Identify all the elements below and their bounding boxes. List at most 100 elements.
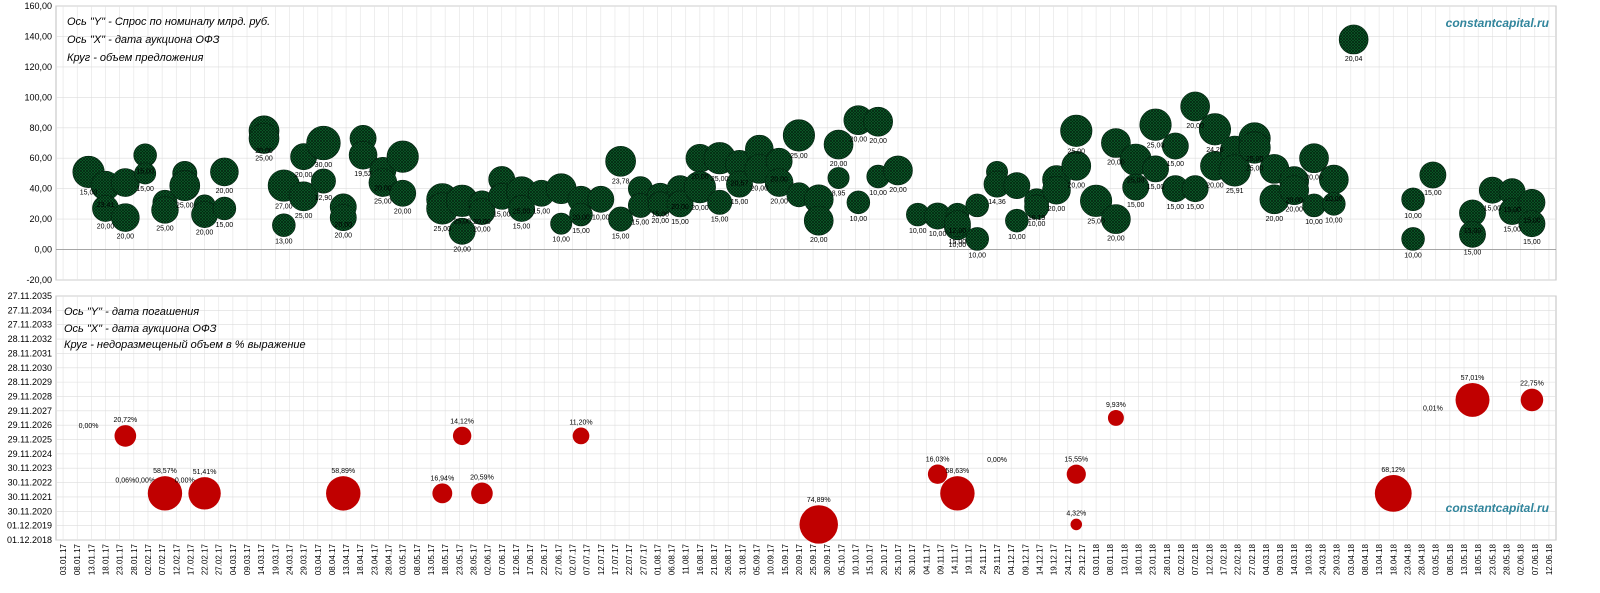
bubble — [1302, 193, 1326, 218]
bubble-label: 0,06% — [115, 478, 135, 485]
y-tick-label: 60,00 — [29, 153, 52, 163]
x-tick-label: 13.05.17 — [427, 543, 436, 575]
bubble — [827, 167, 850, 189]
top-chart-bubbles: 15,0023,4120,0020,0015,0015,0025,0025,00… — [72, 24, 1546, 259]
bubble-label: 19,52 — [354, 171, 372, 178]
x-tick-label: 07.06.18 — [1531, 543, 1540, 575]
bubble — [927, 464, 948, 484]
bubble-label: 10,00 — [592, 214, 610, 221]
bubble-label: 25,00 — [1147, 142, 1165, 149]
bubble-label: 16,19 — [1028, 215, 1046, 222]
bubble-label: 15,00 — [1484, 205, 1502, 212]
bubble-label: 15,00 — [711, 217, 729, 224]
bubble-label: 13,00 — [275, 239, 293, 246]
bubble — [1161, 132, 1189, 160]
x-tick-label: 02.06.18 — [1517, 543, 1526, 575]
x-tick-label: 10.09.17 — [767, 543, 776, 575]
bubble — [683, 171, 716, 204]
bubble-label: 10,00 — [1028, 221, 1046, 228]
bubble-label: 57,01% — [1461, 375, 1485, 382]
bubble-label: 20,00 — [295, 172, 313, 179]
bubble-label: 20,04 — [1345, 56, 1363, 63]
x-tick-label: 03.01.18 — [1092, 543, 1101, 575]
bubble-label: 15,00 — [533, 208, 551, 215]
x-tick-label: 04.11.17 — [922, 543, 931, 574]
bubble-label: 10,00 — [1008, 234, 1026, 241]
x-tick-label: 07.07.17 — [583, 543, 592, 575]
bubble — [272, 213, 296, 237]
bubble-label: 20,00 — [889, 187, 907, 194]
bubble-label: 20,00 — [97, 224, 115, 231]
bubble-label: 10,00 — [949, 242, 967, 249]
bubble — [471, 482, 493, 505]
bubble-label: 20,00 — [1325, 196, 1343, 203]
x-tick-label: 26.08.17 — [724, 543, 733, 575]
x-tick-label: 13.01.18 — [1120, 543, 1129, 575]
bubble — [1181, 175, 1209, 203]
x-tick-label: 23.05.17 — [455, 543, 464, 575]
bubble-label: 25,00 — [295, 213, 313, 220]
bubble — [863, 106, 893, 137]
bubble-label: 20,59% — [470, 475, 494, 482]
bubble-label: 58,89% — [331, 468, 355, 475]
bubble — [1238, 131, 1271, 164]
bubble — [1070, 518, 1083, 531]
bubble-label: 23,41 — [97, 202, 115, 209]
bubble — [1066, 464, 1086, 484]
bubble — [452, 426, 472, 446]
y-tick-label: 28.11.2031 — [8, 348, 52, 358]
bubble — [1139, 108, 1172, 141]
x-tick-label: 02.02.18 — [1177, 543, 1186, 575]
x-tick-label: 08.04.17 — [328, 543, 337, 575]
x-tick-label: 18.04.18 — [1389, 543, 1398, 575]
bubble-label: 20,00 — [1107, 160, 1125, 167]
bubble-label: 20,00 — [810, 237, 828, 244]
bubble-label: 0,00% — [135, 478, 155, 485]
bubble-label: 15,55% — [1064, 457, 1088, 464]
y-tick-label: 27.11.2035 — [8, 291, 52, 301]
bubble-label: 20,00 — [751, 185, 769, 192]
bubble-label: 11,20% — [569, 420, 592, 427]
x-tick-label: 09.03.18 — [1276, 543, 1285, 575]
bubble — [1520, 388, 1544, 412]
bubble — [799, 505, 838, 544]
bubble-label: 25,00 — [176, 203, 194, 210]
bubble — [1401, 187, 1425, 212]
bubble-label: 0,00% — [79, 423, 99, 430]
x-tick-label: 13.01.17 — [87, 543, 96, 575]
bubble — [1005, 208, 1029, 233]
x-tick-label: 03.04.18 — [1347, 543, 1356, 575]
bubble-label: 15,00 — [80, 190, 98, 197]
bubble — [1459, 220, 1486, 248]
x-tick-label: 28.01.18 — [1163, 543, 1172, 575]
bubble-label: 58,57% — [153, 468, 177, 475]
bubble-label: 15,00 — [1523, 239, 1541, 246]
x-tick-label: 28.01.17 — [130, 543, 139, 575]
x-tick-label: 05.10.17 — [837, 543, 846, 575]
x-tick-label: 12.06.17 — [512, 543, 521, 575]
bubble — [965, 193, 989, 218]
bubble — [1122, 173, 1150, 201]
bubble-label: 10,00 — [1305, 219, 1323, 226]
bubble — [306, 125, 341, 161]
bubble-label: 8,95 — [832, 191, 846, 198]
x-tick-label: 13.04.17 — [342, 543, 351, 575]
bubble-label: 20,57 — [731, 180, 749, 187]
x-tick-label: 08.05.18 — [1446, 543, 1455, 575]
bubble-label: 15,00 — [1503, 227, 1521, 234]
x-tick-label: 18.01.17 — [102, 543, 111, 575]
x-tick-label: 03.05.18 — [1432, 543, 1441, 575]
bubble-label: 15,00 — [1424, 190, 1442, 197]
x-tick-label: 17.06.17 — [526, 543, 535, 575]
bubble-label: 12,90 — [315, 195, 333, 202]
bubble-label: 0,00% — [175, 478, 195, 485]
bubble — [823, 129, 854, 160]
bubble-label: 20,00 — [117, 234, 135, 241]
bubble-label: 15,00 — [1464, 228, 1482, 235]
bubble-label: 15,00 — [1147, 184, 1165, 191]
bubble — [151, 196, 179, 224]
bubble-label: 24,26 — [1206, 147, 1224, 154]
bubble-label: 25,00 — [434, 226, 452, 233]
x-tick-label: 09.03.17 — [243, 543, 252, 575]
y-tick-label: 29.11.2026 — [8, 420, 52, 430]
